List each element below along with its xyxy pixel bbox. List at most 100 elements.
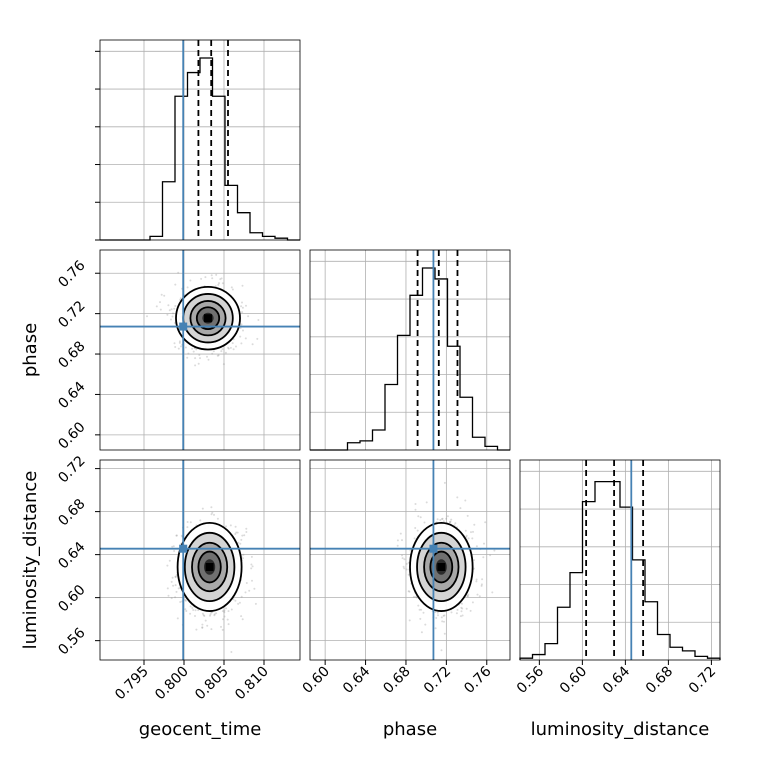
diag-panel-luminosity_distance (519, 459, 721, 661)
sample-point (250, 555, 253, 558)
sample-point (211, 277, 214, 280)
sample-point (177, 271, 180, 274)
sample-point (189, 521, 192, 524)
sample-point (443, 481, 446, 484)
sample-point (201, 626, 204, 629)
sample-point (225, 525, 227, 528)
sample-point (450, 611, 453, 614)
sample-point (229, 524, 232, 527)
sample-point (200, 277, 203, 280)
sample-point (171, 315, 174, 318)
sample-point (481, 578, 484, 581)
sample-point (240, 538, 243, 541)
sample-point (245, 527, 248, 530)
sample-point (437, 614, 439, 617)
sample-point (203, 615, 206, 617)
sample-point (405, 568, 408, 571)
sample-point (425, 501, 428, 504)
sample-point (240, 305, 243, 308)
sample-point (443, 614, 446, 617)
sample-point (456, 608, 459, 611)
sample-point (469, 609, 472, 612)
sample-point (178, 340, 181, 343)
sample-point (215, 273, 218, 276)
sample-point (476, 593, 479, 596)
sample-point (217, 283, 220, 286)
sample-point (409, 549, 412, 552)
y-axis-label-luminosity_distance: luminosity_distance (20, 471, 41, 650)
truth-marker (179, 322, 188, 331)
sample-point (434, 627, 437, 630)
sample-point (401, 557, 404, 560)
y-tick-label-luminosity_distance: 0.64 (55, 539, 88, 572)
sample-point (240, 595, 243, 598)
sample-point (467, 593, 470, 596)
sample-point (245, 582, 248, 584)
sample-point (207, 358, 210, 361)
sample-point (174, 283, 177, 286)
contour-line (175, 285, 241, 351)
y-tick-label-luminosity_distance: 0.56 (55, 625, 88, 658)
sample-point (172, 312, 174, 315)
sample-point (192, 609, 195, 611)
sample-point (209, 614, 211, 617)
sample-point (239, 542, 242, 545)
sample-point (171, 576, 174, 579)
sample-point (170, 318, 172, 321)
sample-point (475, 545, 478, 548)
sample-point (180, 345, 182, 348)
sample-point (197, 362, 200, 365)
sample-point (408, 619, 411, 622)
sample-point (168, 559, 171, 562)
sample-point (199, 357, 201, 360)
sample-point (175, 534, 178, 537)
sample-point (146, 315, 148, 318)
sample-point (251, 579, 253, 582)
sample-point (221, 628, 224, 631)
sample-point (184, 599, 187, 602)
sample-point (461, 602, 463, 605)
panel-geocent_time-vs-luminosity_distance (99, 459, 301, 661)
sample-point (241, 284, 244, 287)
sample-point (256, 337, 259, 340)
sample-point (440, 616, 443, 619)
sample-point (401, 539, 403, 542)
histogram-phase (310, 267, 510, 451)
panel-geocent_time-vs-phase (99, 249, 301, 451)
sample-point (204, 619, 207, 622)
sample-point (464, 529, 467, 532)
sample-point (237, 602, 240, 605)
sample-point (254, 602, 257, 605)
sample-point (220, 277, 223, 280)
sample-point (223, 611, 226, 614)
sample-point (189, 605, 192, 608)
y-tick-label-phase: 0.64 (55, 379, 88, 412)
sample-point (257, 319, 260, 321)
sample-point (173, 342, 176, 345)
sample-point (250, 567, 253, 570)
x-tick-label-phase: 0.76 (461, 663, 494, 696)
sample-point (448, 521, 451, 524)
density-peak (437, 562, 446, 571)
sample-point (227, 623, 230, 626)
sample-point (198, 354, 201, 356)
panel-phase-vs-luminosity_distance (309, 459, 511, 661)
sample-point (191, 347, 194, 350)
y-axis-label-phase: phase (20, 323, 41, 377)
sample-point (241, 301, 243, 304)
sample-point (171, 545, 174, 548)
x-tick-label-geocent_time: 0.810 (232, 664, 272, 704)
sample-point (480, 584, 483, 587)
contour-line (409, 522, 474, 612)
sample-point (472, 530, 474, 533)
sample-point (186, 521, 189, 523)
sample-point (455, 612, 458, 615)
sample-point (159, 301, 161, 304)
sample-point (230, 651, 233, 653)
sample-point (234, 599, 237, 602)
sample-point (184, 608, 187, 611)
sample-point (413, 537, 416, 540)
sample-point (417, 515, 420, 518)
sample-point (441, 518, 443, 520)
contour-line (189, 300, 227, 337)
